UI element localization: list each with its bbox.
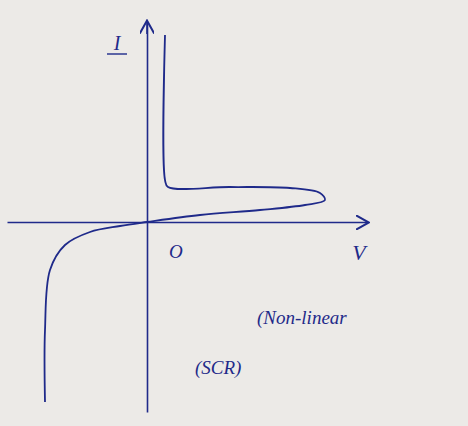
scr-curve: [45, 35, 326, 402]
y-axis-title: I: [113, 32, 122, 54]
x-axis-title: V: [352, 240, 368, 265]
y-title-underline: [107, 53, 127, 54]
x-axis-line: [8, 222, 368, 224]
x-axis: [8, 222, 368, 223]
y-axis-line: [147, 23, 149, 413]
annotation: (SCR): [195, 357, 241, 379]
chart: I V O (Non-linear (SCR): [0, 0, 468, 426]
annotation: (Non-linear: [257, 307, 347, 329]
annotation: O: [169, 241, 183, 262]
plot-area: [45, 35, 326, 402]
y-axis: [147, 23, 148, 413]
y-axis-arrow: [146, 22, 148, 34]
